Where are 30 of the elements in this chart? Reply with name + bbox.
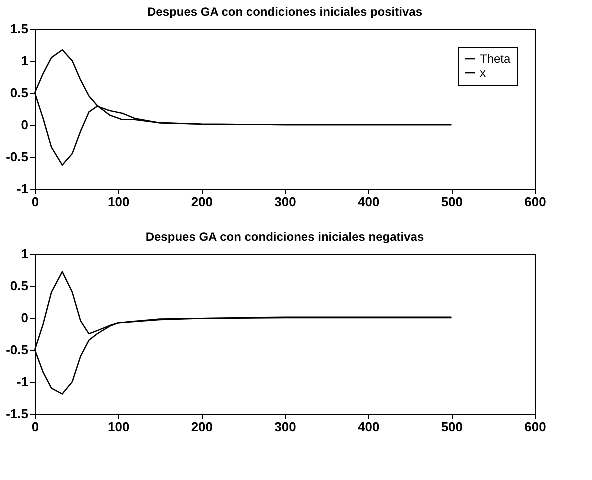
y-tick-label: 1 [21, 246, 28, 262]
y-tick-label: -1.5 [6, 406, 28, 422]
x-tick-label: 300 [274, 420, 296, 434]
legend-label: x [480, 66, 486, 80]
x-tick-label: 300 [274, 194, 296, 210]
x-tick-label: 100 [108, 420, 130, 434]
chart-title: Despues GA con condiciones iniciales positivas [148, 5, 423, 19]
x-tick-label: 0 [32, 194, 40, 210]
legend-label: Theta [480, 52, 512, 66]
x-tick-label: 500 [441, 194, 464, 210]
y-tick-label: 1.5 [10, 22, 28, 36]
y-tick-label: 0.5 [10, 86, 28, 100]
y-tick-label: 0.5 [10, 278, 28, 294]
y-tick-label: 1 [21, 54, 28, 68]
y-tick-label: -1 [16, 182, 28, 196]
x-tick-label: 0 [32, 420, 40, 434]
x-tick-label: 500 [441, 420, 464, 434]
x-tick-label: 400 [358, 194, 380, 210]
y-tick-label: -1 [16, 374, 28, 390]
y-tick-label: 0 [21, 118, 28, 132]
chart-title: Despues GA con condiciones iniciales negativas [146, 230, 424, 244]
y-tick-label: 0 [21, 310, 28, 326]
x-tick-label: 600 [524, 420, 546, 434]
x-tick-label: 100 [108, 194, 130, 210]
x-tick-label: 200 [191, 194, 214, 210]
y-tick-label: -0.5 [6, 150, 28, 164]
x-tick-label: 600 [524, 194, 546, 210]
x-tick-label: 400 [358, 420, 380, 434]
y-tick-label: -0.5 [6, 342, 28, 358]
x-tick-label: 200 [191, 420, 214, 434]
